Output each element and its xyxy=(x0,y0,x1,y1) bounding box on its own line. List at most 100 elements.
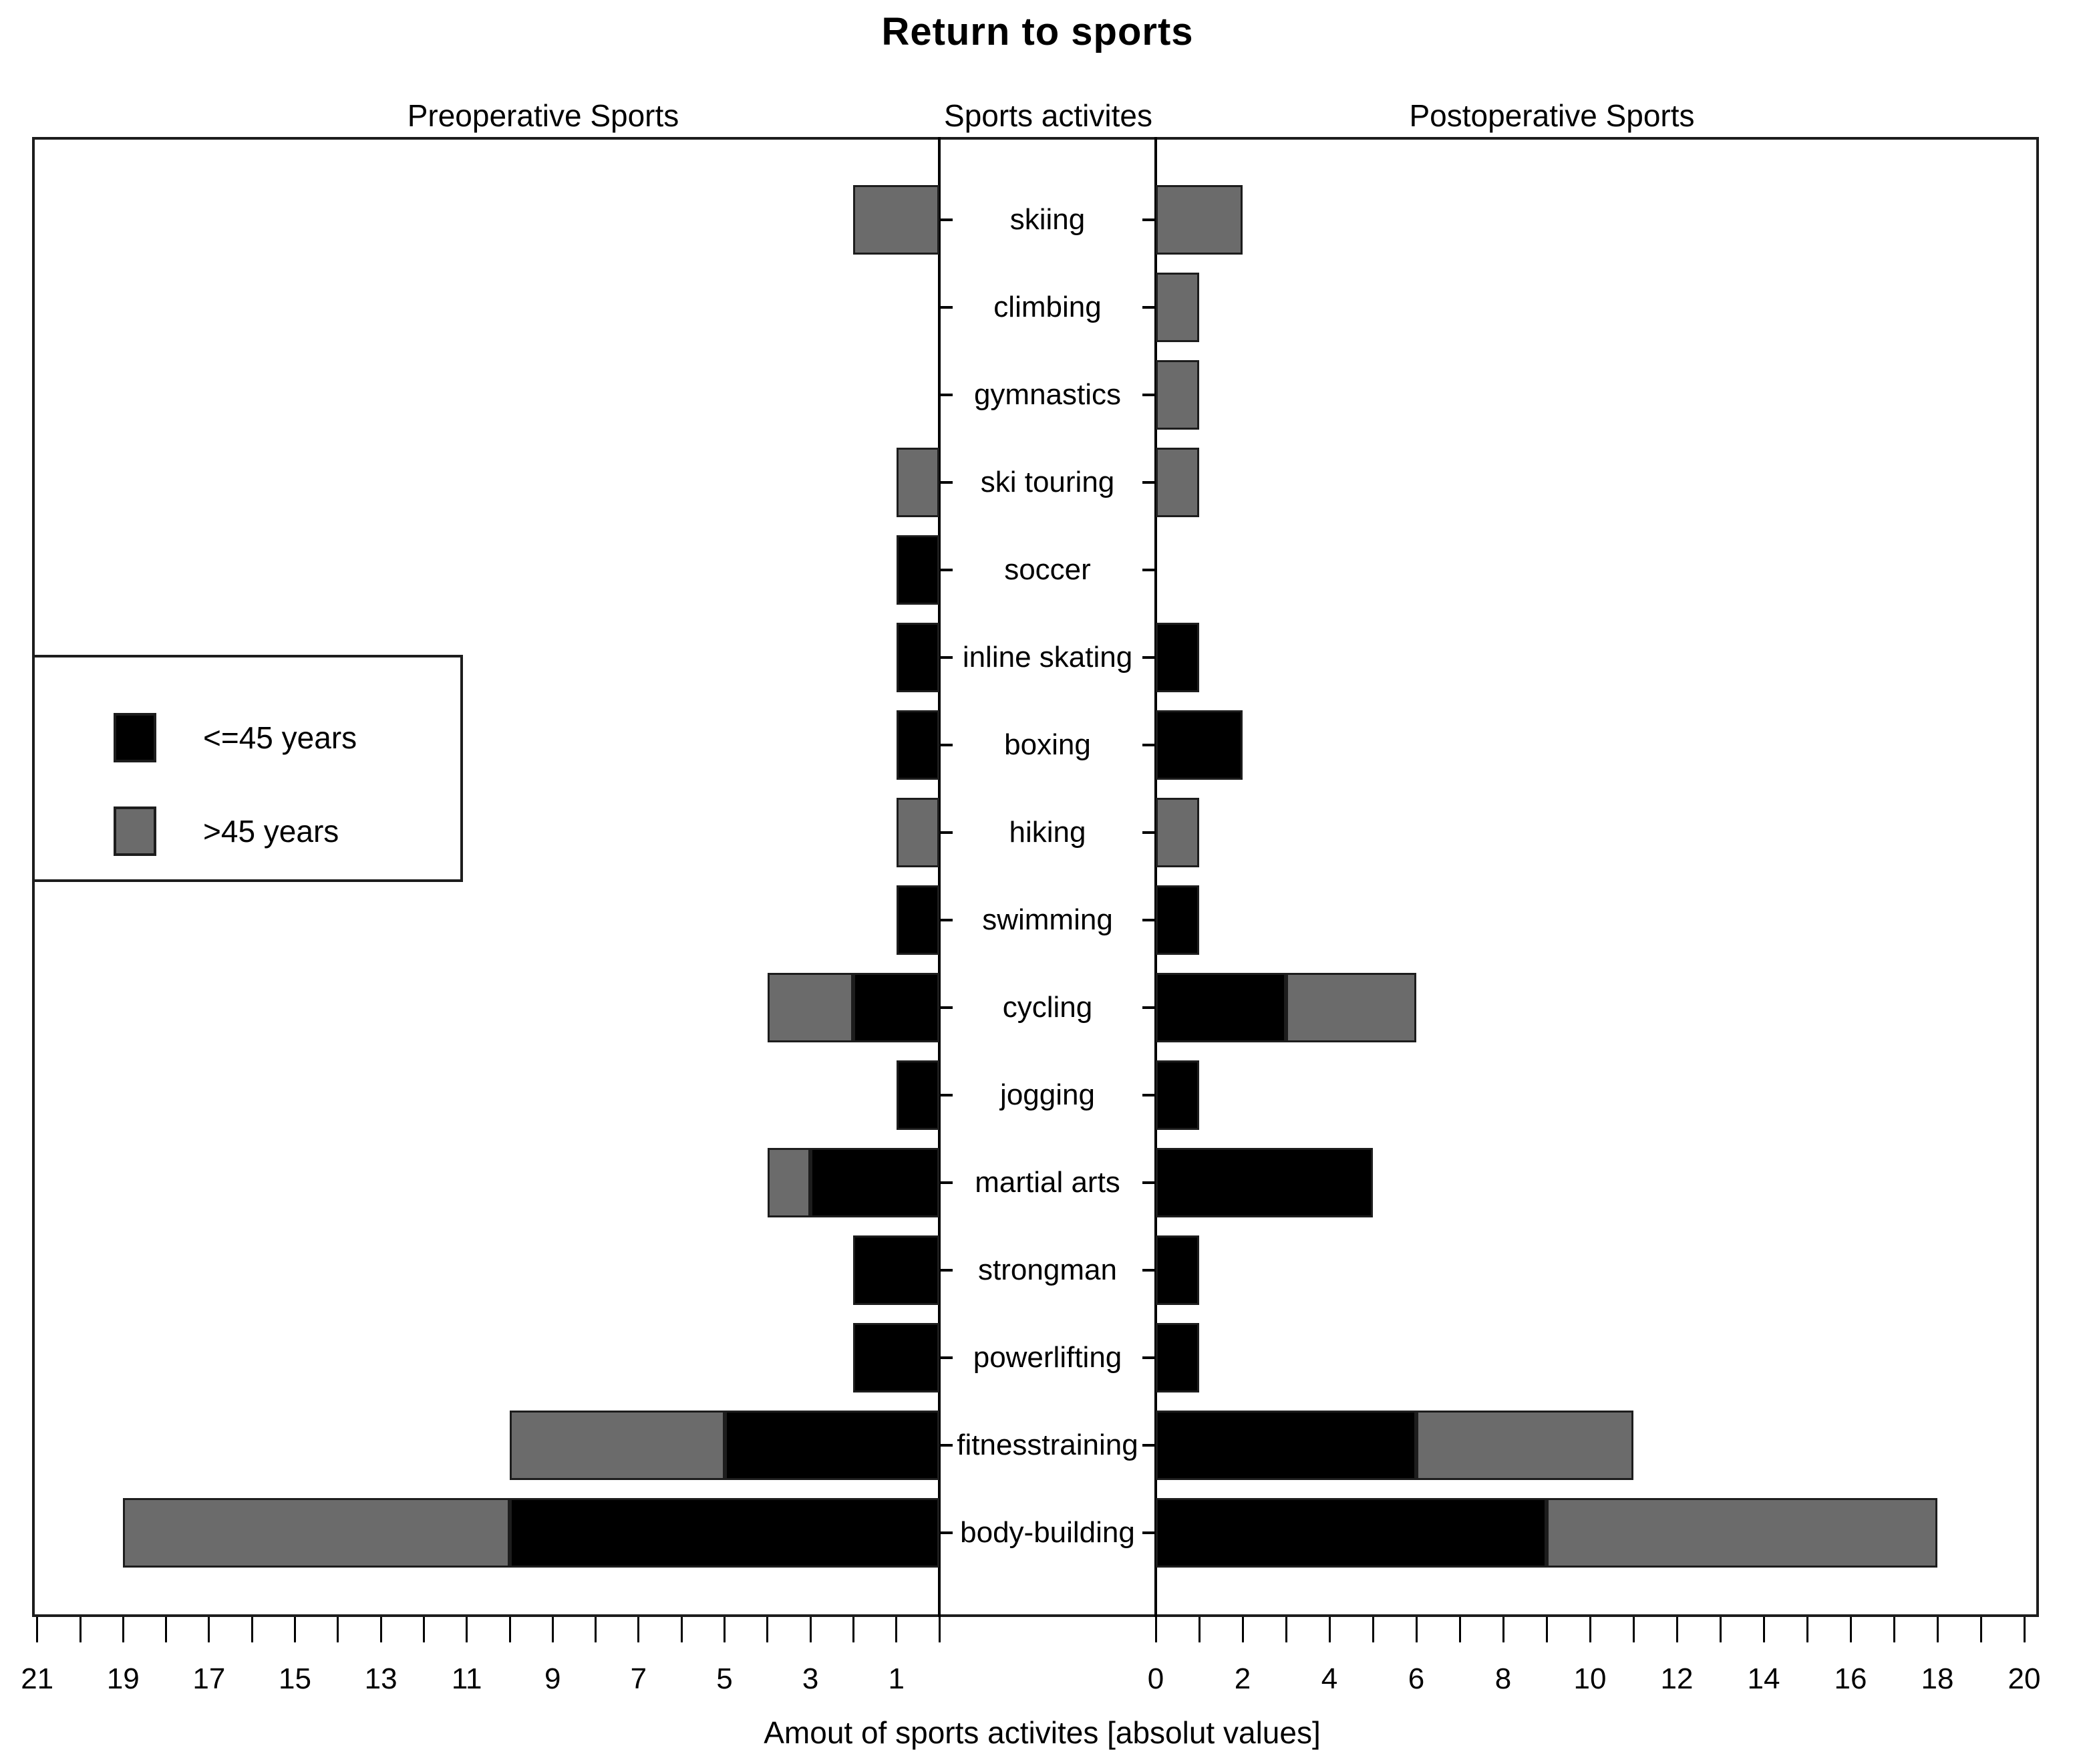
bar-post-le45-boxing xyxy=(1156,710,1243,780)
bar-post-le45-fitnesstraining xyxy=(1156,1411,1416,1480)
x-tick-label-right-4: 4 xyxy=(1321,1662,1338,1695)
x-tick-left-18 xyxy=(165,1617,168,1642)
category-label-hiking: hiking xyxy=(1009,816,1086,849)
category-tick-left-inline skating xyxy=(939,656,953,659)
x-tick-right-15 xyxy=(1806,1617,1808,1642)
category-tick-left-cycling xyxy=(939,1006,953,1009)
x-tick-left-9 xyxy=(551,1617,554,1642)
category-label-skiing: skiing xyxy=(1009,203,1086,236)
x-tick-label-left-5: 5 xyxy=(716,1662,733,1695)
x-tick-right-4 xyxy=(1328,1617,1331,1642)
x-tick-label-right-14: 14 xyxy=(1747,1662,1780,1695)
category-tick-left-swimming xyxy=(939,919,953,921)
legend: <=45 years >45 years xyxy=(32,655,463,882)
category-tick-left-jogging xyxy=(939,1094,953,1096)
x-tick-left-6 xyxy=(680,1617,683,1642)
category-label-boxing: boxing xyxy=(1004,728,1091,761)
x-tick-left-19 xyxy=(122,1617,124,1642)
bar-post-le45-martial arts xyxy=(1156,1148,1373,1217)
category-label-jogging: jogging xyxy=(1000,1078,1095,1111)
bar-post-gt45-fitnesstraining xyxy=(1416,1411,1633,1480)
bar-pre-le45-martial arts xyxy=(810,1148,939,1217)
category-tick-left-ski touring xyxy=(939,481,953,484)
x-tick-right-9 xyxy=(1545,1617,1548,1642)
bar-pre-gt45-martial arts xyxy=(767,1148,811,1217)
x-tick-right-6 xyxy=(1415,1617,1418,1642)
x-axis-title: Amout of sports activites [absolut value… xyxy=(764,1715,1321,1750)
x-tick-left-21 xyxy=(36,1617,39,1642)
bar-pre-le45-jogging xyxy=(896,1060,939,1130)
x-tick-right-17 xyxy=(1893,1617,1895,1642)
x-tick-label-right-12: 12 xyxy=(1660,1662,1694,1695)
category-label-inline skating: inline skating xyxy=(962,641,1133,674)
bar-post-gt45-skiing xyxy=(1156,185,1243,255)
legend-swatch-gt45-years xyxy=(114,806,156,856)
bar-post-le45-strongman xyxy=(1156,1235,1199,1305)
category-tick-left-climbing xyxy=(939,306,953,309)
category-tick-right-cycling xyxy=(1142,1006,1156,1009)
category-tick-right-ski touring xyxy=(1142,481,1156,484)
category-tick-right-strongman xyxy=(1142,1269,1156,1272)
x-tick-left-17 xyxy=(208,1617,210,1642)
category-tick-left-hiking xyxy=(939,831,953,834)
x-tick-label-left-13: 13 xyxy=(364,1662,397,1695)
category-tick-left-soccer xyxy=(939,569,953,571)
x-tick-left-7 xyxy=(637,1617,640,1642)
bar-pre-gt45-fitnesstraining xyxy=(510,1411,725,1480)
x-tick-right-20 xyxy=(2023,1617,2026,1642)
bar-pre-le45-body-building xyxy=(510,1498,939,1568)
bar-post-le45-cycling xyxy=(1156,973,1286,1042)
category-tick-right-hiking xyxy=(1142,831,1156,834)
x-tick-label-left-21: 21 xyxy=(21,1662,54,1695)
left-zero-axis xyxy=(938,137,941,1617)
category-tick-left-gymnastics xyxy=(939,394,953,396)
legend-label-gt45-years: >45 years xyxy=(203,814,339,849)
x-tick-label-right-20: 20 xyxy=(2008,1662,2041,1695)
x-tick-right-7 xyxy=(1458,1617,1461,1642)
bar-post-gt45-climbing xyxy=(1156,273,1199,342)
category-tick-left-fitnesstraining xyxy=(939,1444,953,1447)
bar-pre-le45-powerlifting xyxy=(853,1323,939,1392)
bar-pre-le45-soccer xyxy=(896,535,939,605)
bar-post-gt45-cycling xyxy=(1286,973,1416,1042)
category-tick-right-jogging xyxy=(1142,1094,1156,1096)
bar-pre-le45-inline skating xyxy=(896,623,939,692)
x-tick-left-3 xyxy=(809,1617,812,1642)
category-tick-left-boxing xyxy=(939,744,953,746)
category-label-cycling: cycling xyxy=(1002,991,1093,1024)
bar-pre-le45-strongman xyxy=(853,1235,939,1305)
category-tick-right-fitnesstraining xyxy=(1142,1444,1156,1447)
category-tick-right-gymnastics xyxy=(1142,394,1156,396)
category-tick-right-martial arts xyxy=(1142,1181,1156,1184)
x-tick-right-8 xyxy=(1502,1617,1504,1642)
category-tick-right-powerlifting xyxy=(1142,1356,1156,1359)
x-tick-right-14 xyxy=(1762,1617,1765,1642)
x-tick-left-5 xyxy=(724,1617,726,1642)
bar-post-gt45-ski touring xyxy=(1156,448,1199,517)
category-label-climbing: climbing xyxy=(993,291,1102,323)
x-tick-right-12 xyxy=(1675,1617,1678,1642)
chart-title: Return to sports xyxy=(881,10,1194,53)
bar-pre-le45-fitnesstraining xyxy=(724,1411,939,1480)
bar-post-le45-jogging xyxy=(1156,1060,1199,1130)
bar-post-le45-swimming xyxy=(1156,885,1199,955)
bar-post-gt45-body-building xyxy=(1547,1498,1937,1568)
category-label-martial arts: martial arts xyxy=(975,1166,1120,1199)
category-tick-right-body-building xyxy=(1142,1531,1156,1534)
x-tick-label-left-7: 7 xyxy=(630,1662,647,1695)
x-tick-label-left-1: 1 xyxy=(888,1662,905,1695)
x-tick-label-left-17: 17 xyxy=(192,1662,226,1695)
x-tick-left-8 xyxy=(595,1617,597,1642)
bar-post-gt45-hiking xyxy=(1156,798,1199,867)
x-tick-label-left-15: 15 xyxy=(279,1662,311,1695)
category-label-powerlifting: powerlifting xyxy=(973,1341,1122,1374)
x-tick-left-16 xyxy=(251,1617,253,1642)
x-tick-label-left-9: 9 xyxy=(544,1662,561,1695)
x-tick-left-2 xyxy=(852,1617,854,1642)
category-tick-right-climbing xyxy=(1142,306,1156,309)
x-tick-right-11 xyxy=(1632,1617,1635,1642)
category-label-body-building: body-building xyxy=(960,1516,1135,1549)
x-tick-right-1 xyxy=(1198,1617,1201,1642)
